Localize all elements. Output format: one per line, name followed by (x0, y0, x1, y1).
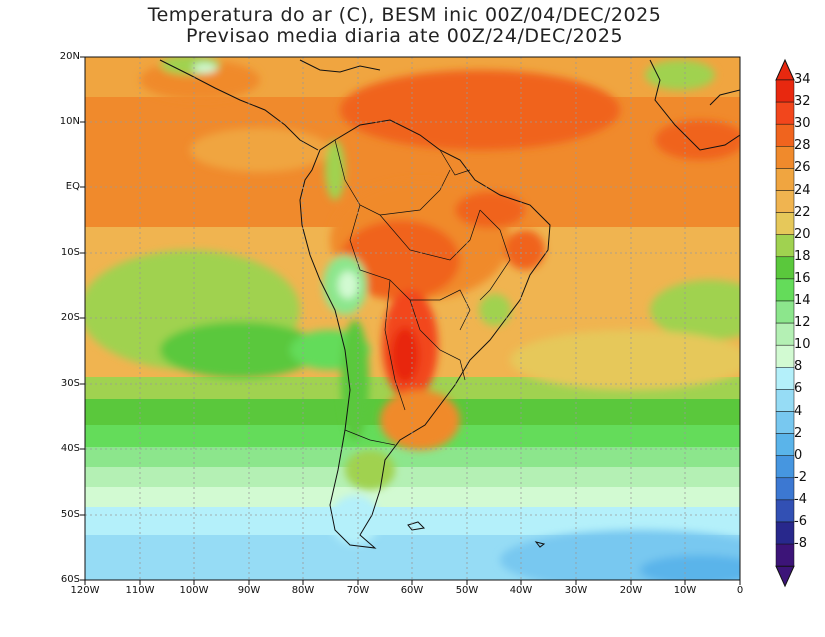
colorbar-label: 22 (794, 204, 811, 220)
lat-label-10n: 10N (59, 116, 80, 127)
colorbar-label: 4 (794, 403, 803, 419)
colorbar-swatch (775, 146, 795, 169)
country-borders (334, 139, 511, 446)
colorbar-swatch (775, 79, 795, 103)
colorbar-label: 20 (794, 226, 811, 242)
colorbar-swatch (775, 433, 795, 456)
lat-label-10s: 10S (60, 247, 80, 258)
lon-label-80w: 80W (291, 585, 315, 596)
colorbar-label: 16 (794, 270, 811, 286)
colorbar-label: 14 (794, 293, 811, 308)
colorbar-label: 10 (794, 337, 811, 353)
lon-label-40w: 40W (509, 585, 533, 596)
colorbar (775, 58, 795, 588)
lat-label-40s: 40S (60, 443, 80, 454)
colorbar-label: -2 (794, 469, 807, 485)
colorbar-swatch (775, 234, 795, 258)
colorbar-swatch (775, 278, 795, 302)
lon-label-50w: 50W (455, 585, 479, 596)
colorbar-swatch (775, 300, 795, 324)
colorbar-label: 32 (794, 94, 811, 110)
colorbar-swatch (775, 389, 795, 412)
colorbar-swatch (775, 123, 795, 147)
temperature-field (85, 57, 740, 580)
colorbar-swatch (775, 499, 795, 523)
colorbar-swatch (775, 101, 795, 125)
colorbar-swatch (775, 168, 795, 191)
map-title-line-1: Temperatura do ar (C), BESM inic 00Z/04/… (147, 4, 662, 26)
colorbar-label: 24 (794, 182, 811, 198)
colorbar-label: -4 (794, 491, 807, 507)
colorbar-swatch (775, 477, 795, 501)
lon-label-0: 0 (736, 585, 744, 596)
colorbar-swatch (775, 322, 795, 346)
lat-label-30s: 30S (60, 378, 80, 389)
colorbar-label: 0 (794, 447, 803, 463)
colorbar-label: 34 (794, 72, 811, 87)
colorbar-swatch (775, 344, 795, 368)
map-title-line-2: Previsao media diaria ate 00Z/24/DEC/202… (185, 25, 624, 47)
coastlines (159, 59, 740, 549)
lon-label-10w: 10W (673, 585, 697, 596)
colorbar-label: 12 (794, 315, 811, 331)
lat-label-20n: 20N (59, 51, 80, 62)
colorbar-label: 8 (794, 359, 803, 375)
lon-label-110w: 110W (125, 585, 155, 596)
colorbar-swatch (775, 190, 795, 213)
colorbar-swatch (775, 212, 795, 235)
colorbar-swatch (775, 521, 795, 545)
lon-label-90w: 90W (237, 585, 261, 596)
colorbar-swatch (775, 455, 795, 479)
lon-label-30w: 30W (564, 585, 588, 596)
lon-label-60w: 60W (400, 585, 424, 596)
colorbar-label: 2 (794, 425, 803, 441)
colorbar-swatch (775, 367, 795, 390)
colorbar-swatch (775, 256, 795, 280)
colorbar-label: -6 (794, 514, 807, 529)
axis-ticks (80, 56, 741, 585)
colorbar-label: -8 (794, 536, 807, 552)
colorbar-label: 18 (794, 248, 811, 264)
graticule (85, 57, 740, 580)
colorbar-top-arrow (775, 58, 795, 81)
lat-label-50s: 50S (60, 509, 80, 520)
lat-label-20s: 20S (60, 312, 80, 323)
colorbar-swatch (775, 543, 795, 567)
lon-label-70w: 70W (346, 585, 370, 596)
lon-label-20w: 20W (619, 585, 643, 596)
colorbar-label: 28 (794, 138, 811, 154)
lon-label-100w: 100W (179, 585, 209, 596)
lat-label-eq: EQ (65, 181, 80, 192)
colorbar-bottom-arrow (775, 565, 795, 588)
colorbar-label: 30 (794, 116, 811, 132)
lat-label-60s: 60S (60, 574, 80, 585)
lon-label-120w: 120W (70, 585, 100, 596)
colorbar-label: 6 (794, 381, 803, 397)
colorbar-label: 26 (794, 160, 811, 176)
colorbar-swatch (775, 411, 795, 434)
